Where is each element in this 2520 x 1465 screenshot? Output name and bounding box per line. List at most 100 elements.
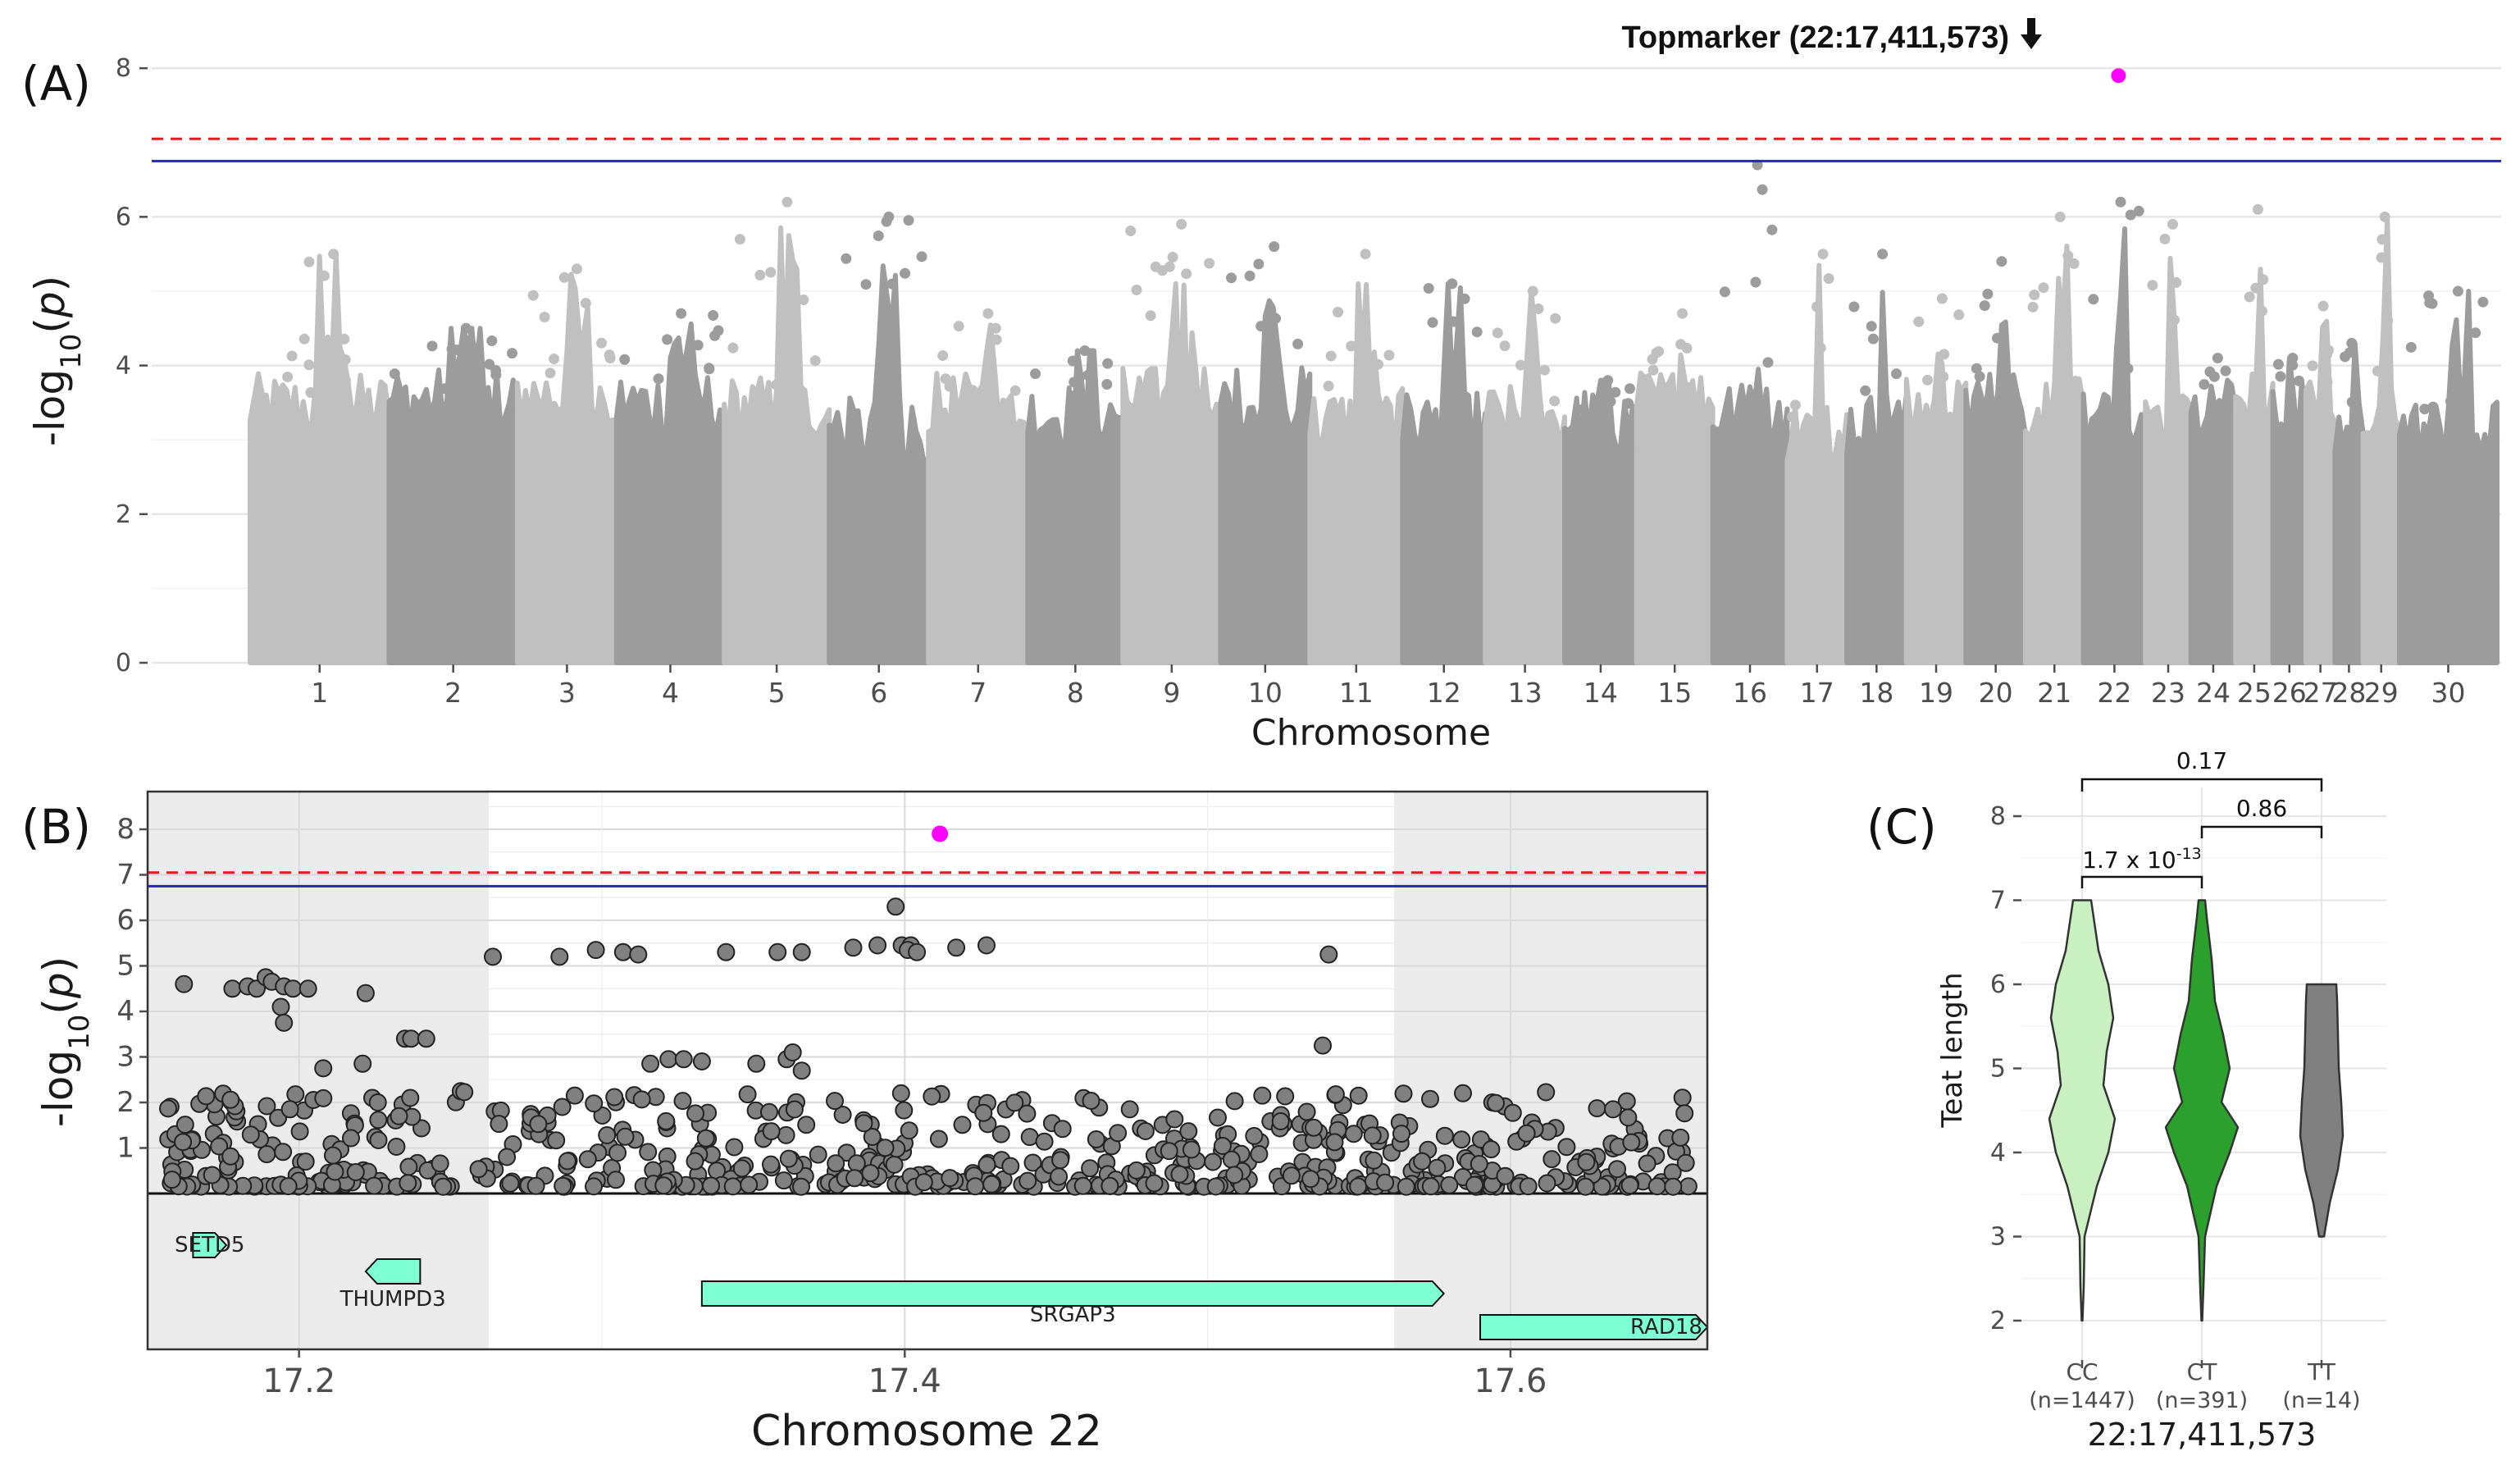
chromosome-15-points [1634,308,1716,665]
chromosome-1-body [248,251,392,665]
panel-b-point [900,1121,918,1140]
chromosome-17-point [1787,411,1798,422]
panel-c-genotype-label: CT [2187,1358,2218,1385]
chromosome-16-point [1762,357,1774,368]
chromosome-7-peak-point [982,308,994,319]
panel-b-point [1225,1166,1244,1184]
chromosome-29-point [2372,365,2383,377]
chromosome-1-point [282,372,294,382]
chromosome-25-body [2233,267,2276,665]
chromosome-26-body [2270,355,2308,665]
panel-b-point [762,1155,780,1174]
panel-a-y-tick-label: 8 [116,54,131,83]
panel-b-point [280,1100,299,1119]
chromosome-8-point [1101,379,1113,390]
chromosome-29-point [2376,252,2387,263]
panel-b-point [966,1177,985,1196]
panel-b-point [368,1093,387,1111]
chromosome-22-point [2125,209,2136,221]
panel-b-point [175,1116,194,1134]
panel-b-point [616,1127,635,1146]
chromosome-19-point [1953,309,1965,321]
chromosome-7-point [940,373,951,385]
panel-a-x-tick-label: 12 [1427,677,1461,709]
chromosome-2-point [426,340,438,352]
panel-b-point [929,1130,948,1148]
chromosome-6-point [873,230,884,241]
panel-b-point [203,1166,221,1184]
chromosome-25-point [2258,274,2269,285]
panel-b-point [826,1092,844,1111]
panel-b-point [639,1143,658,1162]
panel-b-point [1109,1124,1128,1143]
panel-b-point [783,1043,802,1061]
chromosome-21-point [2062,250,2074,262]
panel-a-x-tick-label: 25 [2237,677,2272,709]
chromosome-1-point [305,387,317,398]
panel-b-point [1160,1142,1178,1161]
chromosome-7-point [937,350,949,361]
panel-b-point [762,1122,781,1141]
chromosome-8-point [1082,369,1094,381]
panel-b-point [1081,1159,1100,1178]
panel-b-point [692,1052,711,1070]
panel-b-point [605,1088,624,1107]
chromosome-23-point [2169,314,2180,326]
panel-b-point [1365,1151,1383,1170]
panel-a-x-tick-label: 18 [1859,677,1893,709]
panel-b-point [342,1129,360,1148]
panel-b-point [977,1156,996,1174]
chromosome-25-point [2244,291,2255,303]
chromosome-22-point [2116,392,2126,404]
chromosome-26-point [2294,375,2304,386]
chromosome-20-peak-point [1996,256,2007,267]
chromosome-23-peak-point [2167,218,2178,230]
chromosome-21-point [2029,290,2040,300]
panel-b-point [431,1154,449,1173]
panel-c-y-tick-label: 4 [1990,1139,2006,1167]
panel-b-frame [146,790,1709,1351]
panel-b-y-title: -log10(p) [34,956,96,1127]
panel-b-point [550,947,569,966]
chromosome-30-point [2405,341,2417,353]
panel-b-point [314,1059,333,1078]
chromosome-7-point [964,388,976,399]
panel-b-point [723,1177,742,1196]
chromosome-30-peak-point [2452,285,2463,297]
panel-a-x-tick-label: 2 [444,677,462,709]
chromosome-1-point [303,256,315,267]
chromosome-16-point [1719,286,1730,298]
chromosome-29-peak-point [2379,211,2390,222]
chromosome-5-points [722,196,832,665]
panel-b-y-tick-label: 6 [116,904,134,937]
panel-a-x-tick-label: 9 [1163,677,1180,709]
bracket-cc-ct [2080,875,2203,888]
chromosome-9-point [1167,252,1178,262]
panel-b-point [365,1176,384,1195]
panel-a-x-tick-label: 14 [1584,677,1618,709]
chromosome-14-point [1578,404,1589,414]
panel-a-x-tick-label: 28 [2331,677,2366,709]
chromosome-29-point [2382,315,2394,326]
chromosome-3-point [549,354,559,364]
panel-b-x-ticks: 17.2 17.4 17.6 [262,1349,1547,1400]
panel-b-point [1209,1108,1227,1127]
chromosome-4-point [713,325,724,336]
chromosome-4-points [613,308,727,665]
chromosome-1-peak-point [328,249,339,260]
chromosome-22-point [2122,363,2134,374]
chromosome-20-points [1963,256,2028,665]
chromosome-27-point [2323,345,2334,356]
panel-b-point [401,1088,420,1107]
chromosome-10-point [1270,313,1282,324]
panel-b-point [779,1149,798,1168]
panel-b-point [1363,1126,1382,1145]
panel-b-point [1421,1177,1440,1196]
panel-b-point [1001,1157,1020,1175]
panel-b-point [659,1050,678,1069]
chromosome-5-point [809,355,821,367]
panel-b-point [1050,1167,1069,1186]
panel-b-point [891,1084,910,1102]
panel-b-point [1557,1138,1576,1157]
chromosome-19-body [1903,351,1969,665]
